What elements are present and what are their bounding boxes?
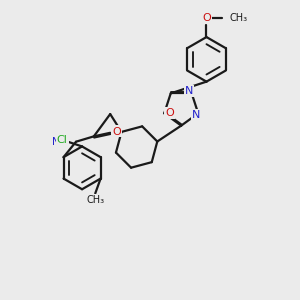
Text: O: O [112,127,121,136]
Text: N: N [192,110,200,120]
Text: CH₃: CH₃ [230,13,248,23]
Text: N: N [113,126,121,136]
Text: Cl: Cl [56,135,67,145]
Text: N: N [184,86,193,96]
Text: NH: NH [52,137,68,147]
Text: O: O [165,108,174,118]
Text: CH₃: CH₃ [86,195,104,205]
Text: O: O [202,13,211,23]
